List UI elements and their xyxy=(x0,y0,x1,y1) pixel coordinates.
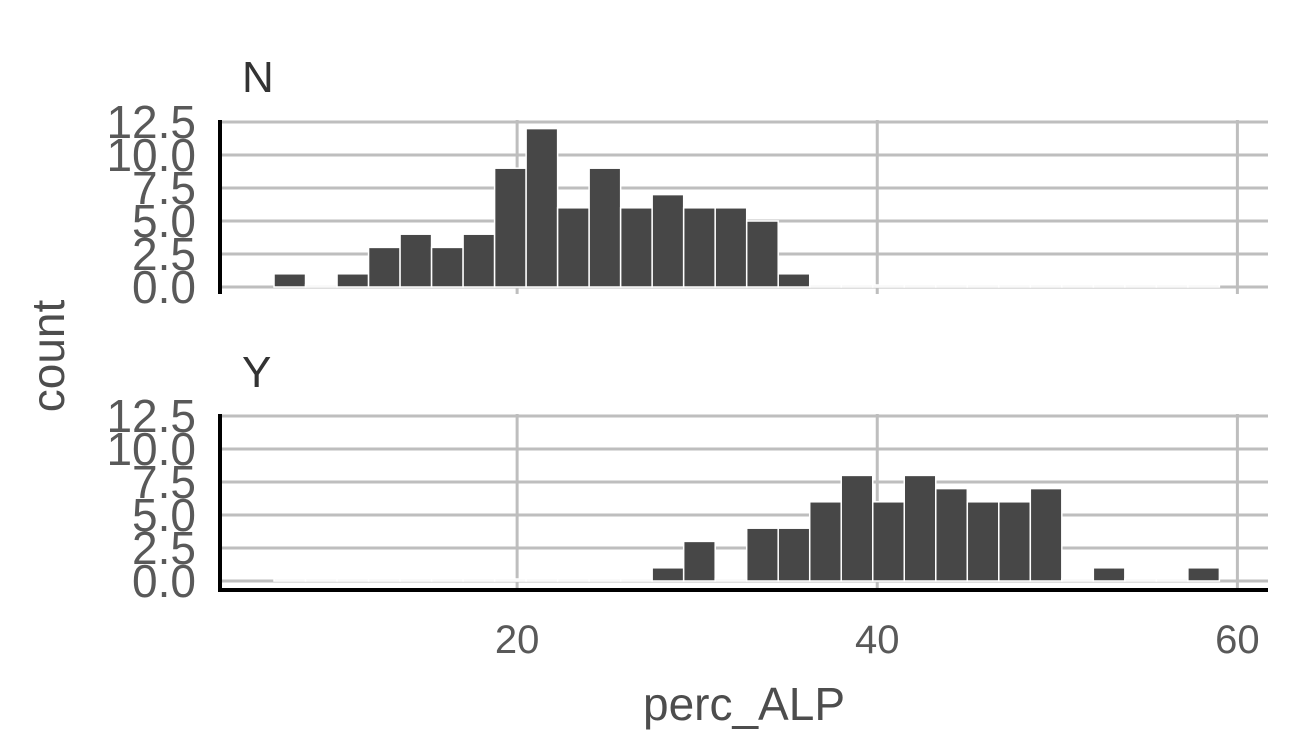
histogram-bar xyxy=(430,246,464,288)
histogram-bar xyxy=(745,220,779,288)
histogram-bar xyxy=(1061,284,1095,288)
y-tick-label: 12.5 xyxy=(106,96,196,148)
panel-N: 0.02.55.07.510.012.5 N xyxy=(106,53,1268,313)
y-tick-label: 10.0 xyxy=(106,423,196,475)
histogram-bar xyxy=(462,578,496,582)
histogram-bar xyxy=(1124,578,1158,582)
histogram-bar xyxy=(399,233,433,288)
histogram-bar xyxy=(556,207,590,288)
histogram-bar xyxy=(1155,284,1189,288)
histogram-bar xyxy=(588,167,622,288)
histogram-bar xyxy=(714,578,748,582)
facet-label: Y xyxy=(242,348,271,397)
histogram-bar xyxy=(682,207,716,288)
histogram-bar xyxy=(871,284,906,288)
x-tick-label: 40 xyxy=(855,618,900,662)
histogram-bar xyxy=(273,578,307,582)
histogram-bar xyxy=(1029,284,1063,288)
facet-label: N xyxy=(242,53,274,102)
histogram-bar xyxy=(336,578,370,582)
histogram-bar xyxy=(966,284,1000,288)
histogram-bar xyxy=(619,207,653,288)
histogram-bar xyxy=(777,527,811,582)
histogram-bar xyxy=(808,501,842,582)
histogram-bar xyxy=(651,567,685,582)
histogram-bar xyxy=(399,578,433,582)
histogram-bar xyxy=(1155,578,1189,582)
histogram-bar xyxy=(840,284,874,288)
histogram-bar xyxy=(525,578,559,582)
histogram-bar xyxy=(903,284,937,288)
histogram-bar xyxy=(304,578,338,582)
histogram-bar xyxy=(1061,578,1095,582)
y-tick-label: 5.0 xyxy=(132,195,196,247)
histogram-bar xyxy=(1092,567,1126,582)
histogram-bar xyxy=(903,474,937,582)
histogram-bar xyxy=(745,527,779,582)
histogram-bar xyxy=(273,273,307,288)
y-tick-label: 10.0 xyxy=(106,129,196,181)
histogram-bar xyxy=(840,474,874,582)
histogram-bar xyxy=(935,487,969,582)
histogram-bar xyxy=(682,540,716,582)
x-axis: 20 40 60 xyxy=(218,588,1268,662)
histogram-bar xyxy=(367,246,401,288)
histogram-bar xyxy=(1124,284,1158,288)
y-tick-label: 5.0 xyxy=(132,489,196,541)
histogram-bar xyxy=(998,284,1032,288)
panel-Y: 0.02.55.07.510.012.5 Y xyxy=(106,348,1268,607)
histogram-bar xyxy=(1092,284,1126,288)
histogram-bar xyxy=(430,578,464,582)
x-tick-label: 20 xyxy=(495,618,540,662)
y-tick-label: 7.5 xyxy=(132,162,196,214)
histogram-bar xyxy=(336,273,370,288)
histogram-bar xyxy=(651,193,685,288)
histogram-bar xyxy=(493,578,527,582)
y-tick-label: 2.5 xyxy=(132,522,196,574)
histogram-bar xyxy=(777,273,811,288)
histogram-bar xyxy=(966,501,1000,582)
histogram-bar xyxy=(619,578,653,582)
y-tick-label: 2.5 xyxy=(132,228,196,280)
histogram-bar xyxy=(525,127,559,288)
histogram-bar xyxy=(304,284,338,288)
y-tick-label: 7.5 xyxy=(132,456,196,508)
histogram-bar xyxy=(871,501,906,582)
y-axis-title: count xyxy=(22,300,74,413)
histogram-bar xyxy=(1187,284,1221,288)
histogram-bar xyxy=(1187,567,1221,582)
y-tick-label: 0.0 xyxy=(132,555,196,607)
histogram-bar xyxy=(1029,487,1063,582)
y-tick-label: 0.0 xyxy=(132,261,196,313)
histogram-bar xyxy=(998,501,1032,582)
y-tick-label: 12.5 xyxy=(106,390,196,442)
histogram-bar xyxy=(808,284,842,288)
x-axis-title: perc_ALP xyxy=(643,678,845,730)
histogram-bar xyxy=(493,167,527,288)
histogram-bar xyxy=(935,284,969,288)
histogram-bar xyxy=(462,233,496,288)
x-tick-label: 60 xyxy=(1215,618,1260,662)
histogram-bar xyxy=(588,578,622,582)
histogram-bar xyxy=(367,578,401,582)
histogram-bar xyxy=(556,578,590,582)
histogram-bar xyxy=(714,207,748,288)
